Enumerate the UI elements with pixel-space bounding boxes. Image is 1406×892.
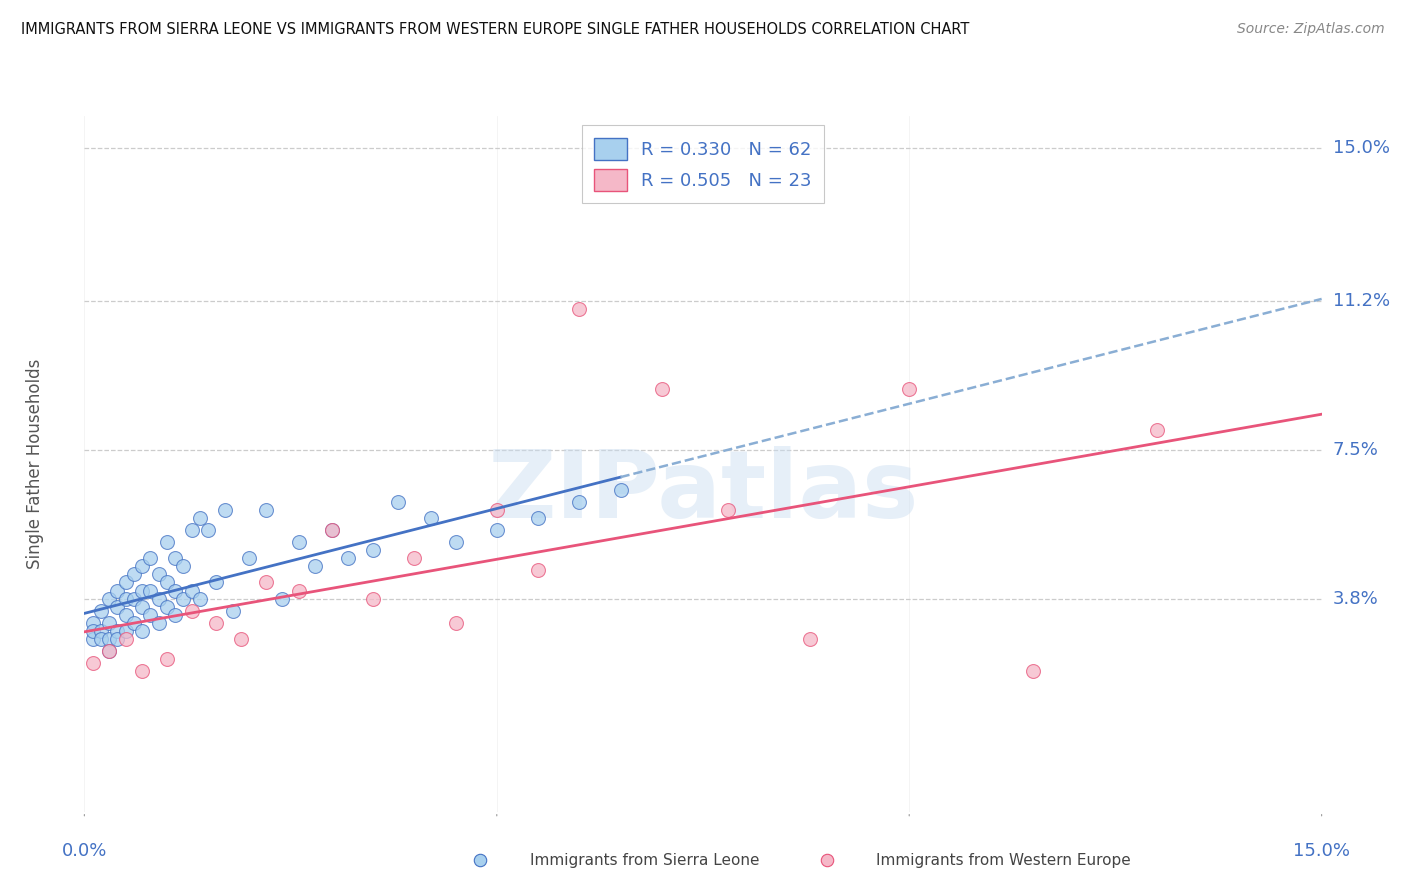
Point xyxy=(321,523,343,537)
Point xyxy=(90,624,112,638)
Text: Single Father Households: Single Father Households xyxy=(25,359,44,569)
Text: Immigrants from Western Europe: Immigrants from Western Europe xyxy=(876,853,1130,868)
Text: 15.0%: 15.0% xyxy=(1294,842,1350,860)
Point xyxy=(131,624,153,638)
Point xyxy=(131,599,153,614)
Point xyxy=(156,535,179,549)
Point xyxy=(419,511,441,525)
Point xyxy=(82,632,104,646)
Point xyxy=(444,535,467,549)
Point xyxy=(114,624,136,638)
Point xyxy=(238,551,260,566)
Point xyxy=(188,511,211,525)
Point xyxy=(156,652,179,666)
Point xyxy=(321,523,343,537)
Point xyxy=(271,591,294,606)
Point xyxy=(222,604,245,618)
Point xyxy=(288,583,311,598)
Point xyxy=(188,591,211,606)
Text: Source: ZipAtlas.com: Source: ZipAtlas.com xyxy=(1237,22,1385,37)
Point xyxy=(122,591,145,606)
Point xyxy=(898,383,921,397)
Point xyxy=(288,535,311,549)
Point xyxy=(197,523,219,537)
Point xyxy=(122,567,145,582)
Point xyxy=(799,632,821,646)
Point xyxy=(82,615,104,630)
Point xyxy=(180,523,202,537)
Point xyxy=(105,599,128,614)
Point xyxy=(527,511,550,525)
Point xyxy=(90,604,112,618)
Point xyxy=(404,551,426,566)
Point xyxy=(90,632,112,646)
Point xyxy=(1146,423,1168,437)
Point xyxy=(1022,664,1045,678)
Point xyxy=(214,503,236,517)
Text: 15.0%: 15.0% xyxy=(1333,139,1389,157)
Point xyxy=(205,615,228,630)
Text: ZIPatlas: ZIPatlas xyxy=(488,446,918,538)
Point xyxy=(148,567,170,582)
Point xyxy=(361,543,384,558)
Point xyxy=(444,615,467,630)
Text: 0.0%: 0.0% xyxy=(62,842,107,860)
Point xyxy=(98,591,121,606)
Point xyxy=(105,632,128,646)
Point xyxy=(180,604,202,618)
Point xyxy=(651,383,673,397)
Point xyxy=(98,632,121,646)
Point xyxy=(304,559,326,574)
Point xyxy=(105,624,128,638)
Text: IMMIGRANTS FROM SIERRA LEONE VS IMMIGRANTS FROM WESTERN EUROPE SINGLE FATHER HOU: IMMIGRANTS FROM SIERRA LEONE VS IMMIGRAN… xyxy=(21,22,970,37)
Point xyxy=(485,503,508,517)
Legend: R = 0.330   N = 62, R = 0.505   N = 23: R = 0.330 N = 62, R = 0.505 N = 23 xyxy=(582,125,824,203)
Point xyxy=(114,591,136,606)
Point xyxy=(156,599,179,614)
Point xyxy=(568,301,591,316)
Point xyxy=(387,495,409,509)
Point xyxy=(98,644,121,658)
Point xyxy=(527,563,550,577)
Point xyxy=(254,503,277,517)
Text: 3.8%: 3.8% xyxy=(1333,590,1378,607)
Point xyxy=(114,575,136,590)
Text: 11.2%: 11.2% xyxy=(1333,292,1391,310)
Point xyxy=(139,583,162,598)
Point xyxy=(114,607,136,622)
Point xyxy=(122,615,145,630)
Text: 7.5%: 7.5% xyxy=(1333,441,1379,458)
Point xyxy=(180,583,202,598)
Point xyxy=(165,583,187,598)
Text: Immigrants from Sierra Leone: Immigrants from Sierra Leone xyxy=(530,853,759,868)
Point xyxy=(172,559,194,574)
Point xyxy=(131,559,153,574)
Point xyxy=(148,615,170,630)
Point xyxy=(139,551,162,566)
Point xyxy=(205,575,228,590)
Point xyxy=(98,615,121,630)
Point xyxy=(139,607,162,622)
Point xyxy=(82,656,104,670)
Point xyxy=(717,503,740,517)
Point xyxy=(254,575,277,590)
Point xyxy=(337,551,360,566)
Point xyxy=(131,583,153,598)
Point xyxy=(165,551,187,566)
Point xyxy=(609,483,631,497)
Point xyxy=(172,591,194,606)
Point xyxy=(165,607,187,622)
Point xyxy=(131,664,153,678)
Point xyxy=(98,644,121,658)
Point xyxy=(229,632,252,646)
Point xyxy=(148,591,170,606)
Point xyxy=(485,523,508,537)
Point xyxy=(156,575,179,590)
Point xyxy=(361,591,384,606)
Point xyxy=(568,495,591,509)
Point xyxy=(114,632,136,646)
Point xyxy=(82,624,104,638)
Point xyxy=(105,583,128,598)
